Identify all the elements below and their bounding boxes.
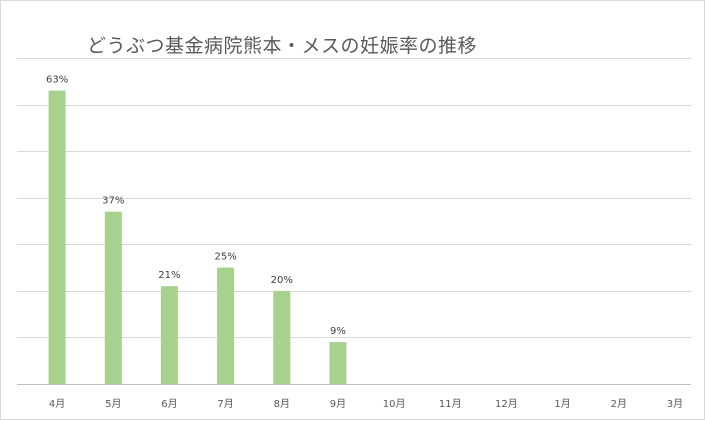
bar-4 (217, 267, 235, 384)
bar-1 (48, 90, 66, 384)
x-tick-label: 12月 (495, 398, 518, 410)
data-label: 63% (46, 75, 68, 86)
data-label: 25% (214, 252, 236, 263)
x-tick-label: 11月 (439, 398, 462, 410)
x-tick-label: 6月 (161, 398, 177, 410)
bar-6 (329, 342, 347, 384)
bar-5 (273, 290, 291, 384)
x-tick-label: 3月 (667, 398, 683, 410)
bar-3 (160, 286, 178, 384)
x-tick-label: 5月 (105, 398, 121, 410)
x-tick-label: 1月 (554, 398, 570, 410)
data-label: 9% (330, 326, 346, 337)
data-label: 20% (271, 275, 293, 286)
chart-title: どうぶつ基金病院熊本・メスの妊娠率の推移 (87, 35, 478, 57)
bar-2 (104, 211, 122, 384)
x-tick-label: 8月 (274, 398, 290, 410)
data-label: 21% (158, 270, 180, 281)
x-tick-label: 10月 (383, 398, 406, 410)
x-tick-label: 4月 (49, 398, 65, 410)
data-label: 37% (102, 196, 124, 207)
x-tick-label: 9月 (330, 398, 346, 410)
x-tick-label: 2月 (611, 398, 627, 410)
x-tick-label: 7月 (217, 398, 233, 410)
